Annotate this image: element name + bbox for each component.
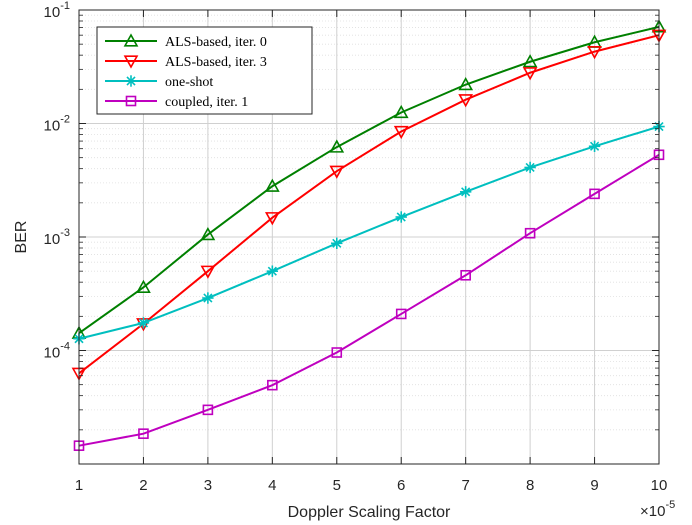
x-tick-label: 3 [204,477,212,494]
y-tick-label: 10-1 [44,0,70,21]
y-tick-label: 10-2 [44,114,70,135]
data-point [329,139,345,153]
data-point [522,67,538,81]
series-line [78,153,660,447]
data-point [125,95,137,107]
x-tick-label: 10 [651,477,668,494]
data-point [202,404,214,416]
x-axis-label: Doppler Scaling Factor [288,504,451,521]
data-point [202,292,214,304]
data-point [123,55,139,69]
asterisk-stroke [203,293,213,303]
data-point [329,165,345,179]
asterisk-stroke [332,238,342,248]
x-tick-label: 6 [397,477,405,494]
asterisk-stroke [589,141,600,151]
asterisk-stroke [126,76,136,86]
asterisk-stroke [267,266,277,276]
data-point [264,212,280,226]
x-tick-label: 2 [139,477,147,494]
data-point [393,104,409,119]
legend-label: one-shot [165,75,213,90]
asterisk-stroke [461,187,471,197]
data-point [589,188,600,200]
data-point [137,317,150,329]
x-tick-label: 4 [268,477,276,494]
y-tick-label: 10-3 [44,227,70,248]
x-multiplier-label: ×10-5 [640,499,675,520]
series-3 [73,120,665,345]
data-point [588,140,601,152]
legend: ALS-based, iter. 0 ALS-based, iter. 3 one-… [96,26,313,115]
x-tick-label: 7 [461,477,469,494]
data-point [395,308,407,320]
data-point [267,379,278,391]
data-point [524,227,536,239]
x-multiplier-base: ×10 [640,503,665,520]
data-point [522,54,538,68]
series-line [78,125,660,340]
data-point [395,211,407,223]
data-point [460,269,471,281]
legend-item: ALS-based, iter. 0 [105,33,267,50]
x-tick-label: 1 [75,477,83,494]
data-point [266,265,279,277]
data-point [200,226,216,241]
legend-label: ALS-based, iter. 0 [165,35,267,50]
data-point [331,237,343,250]
data-point [123,33,139,47]
series-layer [71,19,667,451]
svg-text:×10-5: ×10-5 [640,499,675,520]
y-axis-label: BER [13,221,30,254]
y-tick-labels: 10-1 10-2 10-3 10-4 [44,0,70,362]
data-point [587,46,602,60]
x-tick-label: 9 [590,477,598,494]
data-point [264,178,280,192]
asterisk-stroke [396,212,406,222]
series-line [78,25,660,335]
legend-item: ALS-based, iter. 3 [105,55,267,70]
asterisk-stroke [138,318,149,328]
data-point [136,279,151,293]
legend-label: ALS-based, iter. 3 [165,55,267,70]
data-point [125,75,137,87]
series-line [78,34,660,375]
y-tick-label: 10-4 [44,341,70,362]
x-tick-label: 5 [333,477,341,494]
data-point [393,125,409,140]
data-point [459,186,472,198]
asterisk-stroke [525,162,535,173]
x-tick-labels: 1 2 3 4 5 6 7 8 9 10 [75,477,668,494]
data-point [331,347,343,358]
data-point [458,76,474,91]
data-point [200,265,216,279]
x-tick-label: 8 [526,477,534,494]
legend-item: one-shot [105,75,213,90]
x-multiplier-exponent: -5 [665,499,675,511]
data-point [524,161,536,174]
legend-label: coupled, iter. 1 [165,95,248,110]
series-2 [71,29,667,381]
data-point [138,428,149,439]
data-point [458,94,474,108]
legend-item: coupled, iter. 1 [105,95,248,110]
ticks-layer [78,9,660,465]
